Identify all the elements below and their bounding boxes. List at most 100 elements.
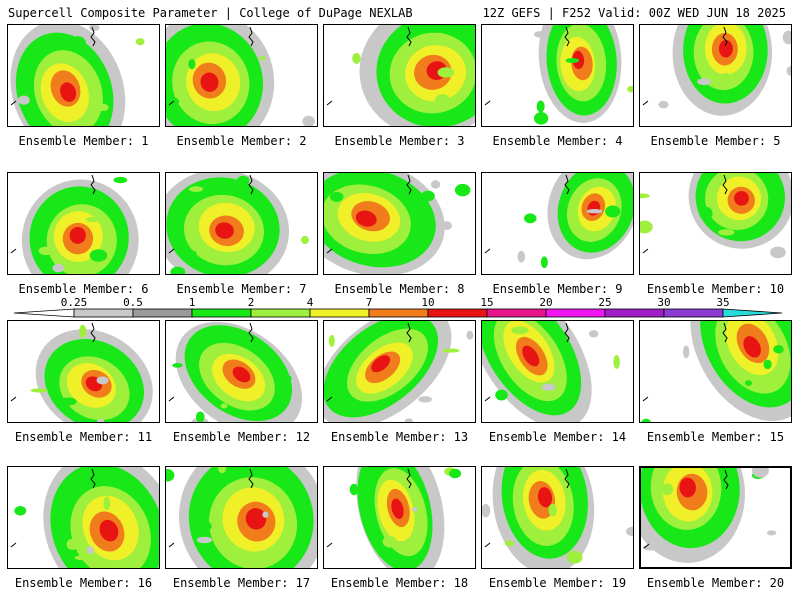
member-label: Ensemble Member: 11 [14, 430, 153, 444]
scp-contour-field [324, 173, 471, 274]
contour-band [522, 345, 540, 367]
colorbar-segment [132, 308, 193, 318]
coastline [168, 248, 175, 254]
contour-speckle [641, 418, 652, 422]
ensemble-panel-11 [7, 320, 160, 423]
ensemble-panel-5 [639, 24, 792, 127]
ensemble-map-8 [324, 173, 471, 274]
scp-contour-field [21, 176, 139, 274]
ensemble-panel-13 [323, 320, 476, 423]
ensemble-panel-19 [481, 466, 634, 569]
ensemble-panel-14 [481, 320, 634, 423]
contour-speckle [59, 397, 77, 406]
contour-speckle [517, 250, 526, 263]
contour-speckle [38, 246, 54, 256]
colorbar-tick-label: 1 [189, 296, 196, 309]
contour-speckle [763, 359, 772, 370]
colorbar-segment [427, 308, 488, 318]
contour-speckle [258, 56, 266, 61]
scp-contour-field [658, 25, 791, 116]
contour-speckle [466, 330, 474, 340]
ensemble-panel-10 [639, 172, 792, 275]
coastline [326, 396, 333, 402]
contour-band [734, 191, 749, 206]
contour-speckle [262, 511, 269, 518]
coastline [642, 248, 649, 254]
contour-speckle [96, 376, 109, 385]
member-label: Ensemble Member: 13 [330, 430, 469, 444]
contour-speckle [79, 324, 87, 338]
scp-contour-field [14, 467, 159, 568]
contour-speckle [773, 345, 784, 354]
contour-speckle [166, 468, 175, 482]
coastline [406, 322, 412, 343]
ensemble-panel-8 [323, 172, 476, 275]
ensemble-map-17 [166, 467, 317, 568]
colorbar-tick-label: 2 [248, 296, 255, 309]
contour-speckle [278, 374, 292, 382]
contour-speckle [536, 100, 545, 113]
contour-speckle [191, 34, 205, 43]
coastline [406, 174, 412, 195]
ensemble-panel-20 [639, 466, 792, 569]
contour-speckle [770, 246, 786, 259]
contour-band [215, 222, 234, 239]
contour-speckle [534, 31, 547, 38]
ensemble-map-16 [10, 467, 159, 568]
contour-speckle [418, 396, 433, 403]
contour-speckle [661, 483, 674, 496]
coastline [10, 100, 17, 106]
contour-speckle [682, 345, 690, 359]
coastline [168, 100, 175, 106]
contour-speckle [744, 380, 752, 386]
ensemble-map-13 [324, 321, 474, 422]
ensemble-panel-15 [639, 320, 792, 423]
contour-speckle [433, 32, 448, 46]
colorbar-segment [368, 308, 429, 318]
colorbar-tick-label: 7 [366, 296, 373, 309]
contour-speckle [196, 536, 213, 544]
coastline [484, 542, 491, 548]
member-label: Ensemble Member: 16 [14, 576, 153, 590]
contour-speckle [301, 235, 309, 245]
member-label: Ensemble Member: 18 [330, 576, 469, 590]
contour-speckle [441, 221, 452, 231]
ensemble-map-10 [640, 173, 791, 259]
ensemble-map-9 [484, 173, 633, 269]
contour-speckle [86, 546, 95, 555]
contour-speckle [98, 103, 109, 112]
contour-speckle [511, 326, 529, 335]
contour-speckle [625, 526, 633, 537]
ensemble-map-2 [166, 25, 315, 126]
coastline [564, 322, 570, 343]
colorbar-segment [722, 308, 783, 318]
colorbar-segment [486, 308, 547, 318]
member-label: Ensemble Member: 17 [172, 576, 311, 590]
contour-speckle [420, 190, 435, 202]
member-label: Ensemble Member: 8 [334, 282, 465, 296]
coastline [564, 174, 570, 195]
coastline [168, 542, 175, 548]
ensemble-panel-18 [323, 466, 476, 569]
colorbar-legend: 0.25 0.5 1 2 4 7 10 15 20 25 30 35 [13, 296, 786, 318]
contour-speckle [640, 220, 653, 234]
contour-band [232, 366, 251, 383]
contour-speckle [329, 191, 344, 202]
coastline [168, 396, 175, 402]
contour-speckle [113, 176, 128, 184]
colorbar-tick-label: 4 [307, 296, 314, 309]
contour-speckle [17, 95, 30, 105]
coastline [248, 322, 254, 343]
colorbar-tick-label: 0.25 [61, 296, 88, 309]
contour-band [537, 487, 553, 508]
contour-speckle [605, 205, 621, 218]
contour-band [355, 210, 377, 227]
coastline [484, 100, 491, 106]
scp-contour-field [166, 173, 309, 274]
ensemble-map-15 [641, 321, 791, 422]
contour-speckle [613, 355, 620, 369]
contour-speckle [642, 544, 660, 551]
member-label: Ensemble Member: 15 [646, 430, 785, 444]
contour-band [99, 519, 119, 542]
contour-band [60, 82, 77, 102]
